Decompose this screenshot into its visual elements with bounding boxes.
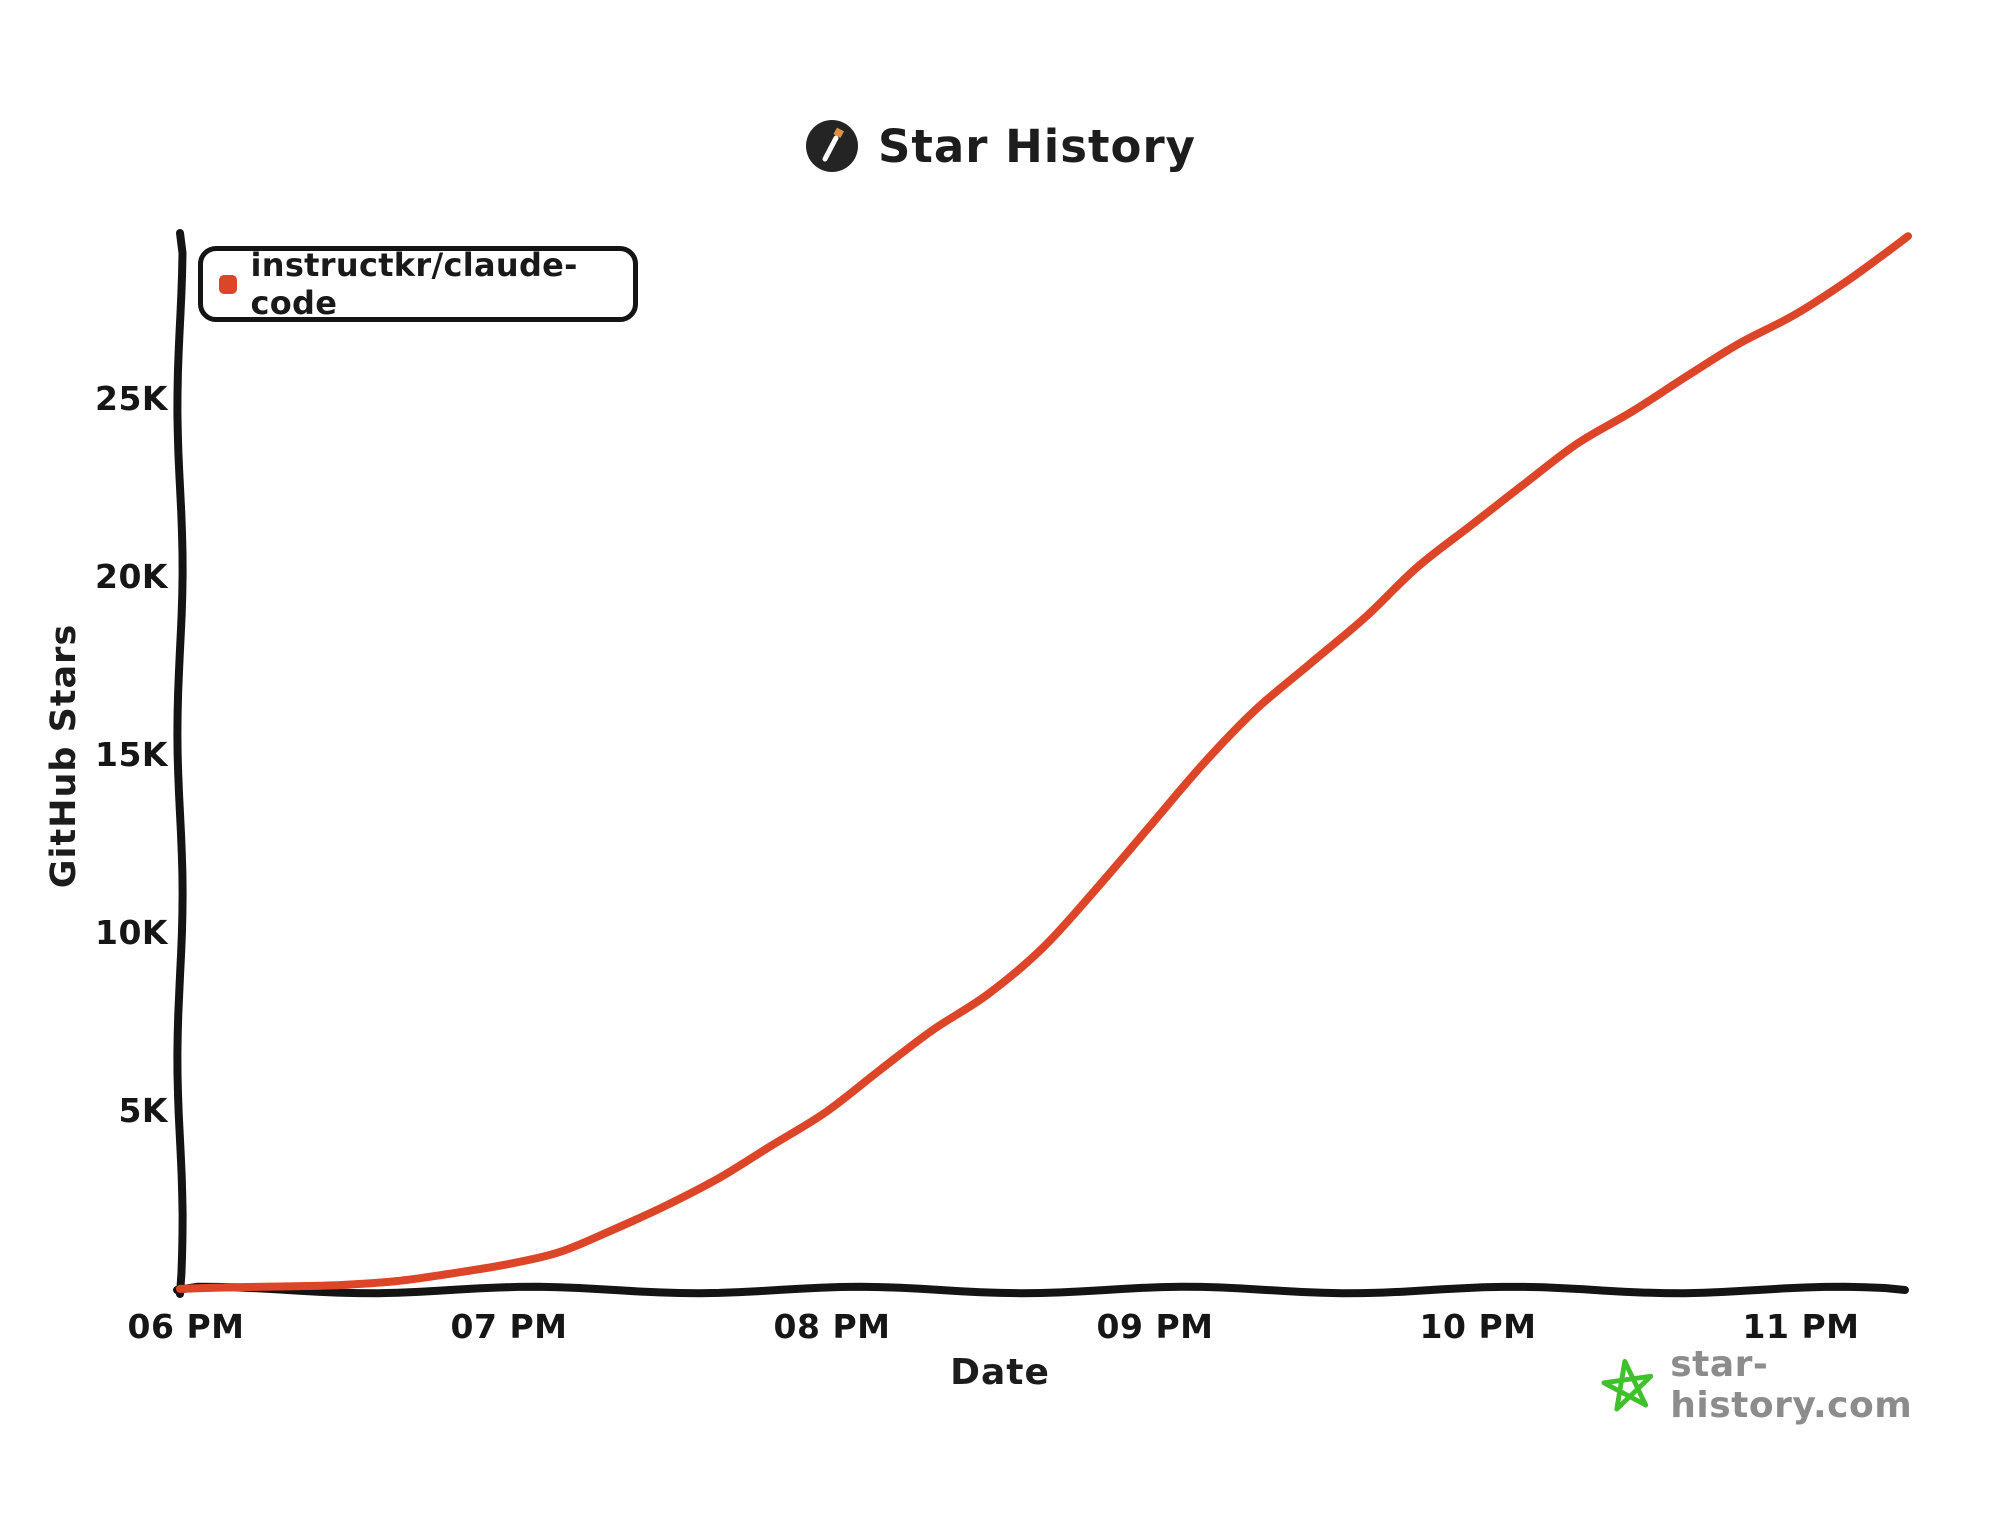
y-tick-label: 20K: [95, 557, 168, 596]
x-tick-label: 09 PM: [1096, 1307, 1214, 1346]
watermark-link-text[interactable]: star-history.com: [1670, 1344, 1913, 1426]
series-line-instructkr-claude-code: [176, 232, 1912, 1293]
star-history-logo-icon: [806, 120, 858, 172]
x-axis-title: Date: [950, 1352, 1050, 1393]
y-tick-label: 5K: [118, 1091, 168, 1130]
x-axis-line: [173, 1282, 1909, 1298]
y-axis-line: [173, 229, 187, 1298]
y-tick-label: 25K: [95, 379, 168, 418]
y-tick-label: 10K: [95, 913, 168, 952]
x-tick-label: 06 PM: [127, 1307, 245, 1346]
x-tick-label: 07 PM: [450, 1307, 568, 1346]
green-star-icon: [1601, 1359, 1654, 1412]
x-tick-label: 11 PM: [1742, 1307, 1860, 1346]
legend-box: instructkr/claude-code: [198, 246, 638, 322]
legend-series-label: instructkr/claude-code: [250, 246, 578, 322]
chart-header: Star History: [0, 118, 2000, 174]
page-title: Star History: [878, 119, 1196, 173]
x-tick-label: 08 PM: [773, 1307, 891, 1346]
x-tick-label: 10 PM: [1419, 1307, 1537, 1346]
legend-swatch: [219, 274, 238, 294]
watermark[interactable]: star-history.com: [1600, 1344, 2000, 1426]
y-tick-label: 15K: [95, 735, 168, 774]
